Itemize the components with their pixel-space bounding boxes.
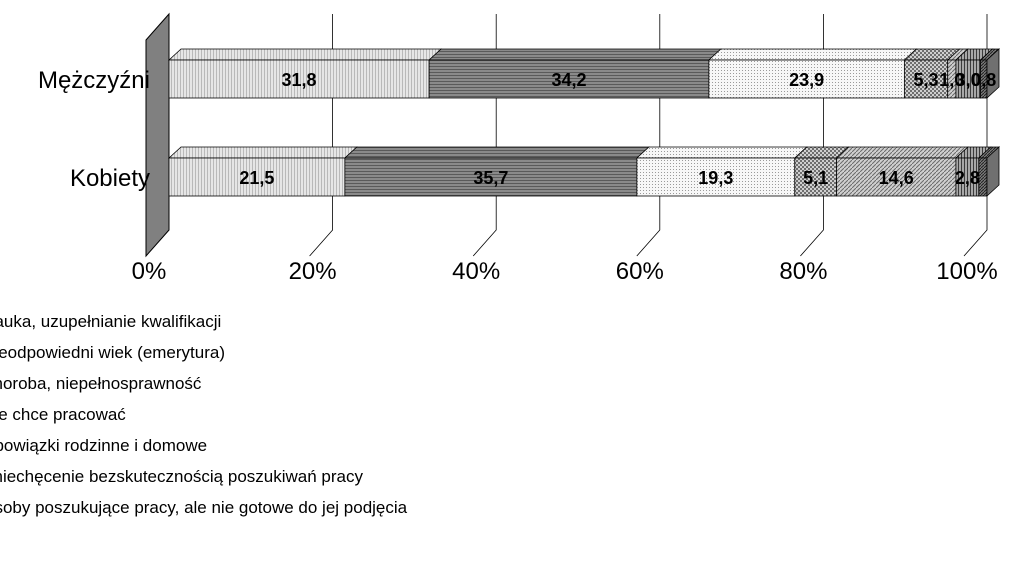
- bar: [708, 59, 905, 99]
- bar-segment: [979, 48, 1001, 99]
- data-label: 2,8: [955, 168, 980, 188]
- x-tick-label: 20%: [289, 258, 337, 285]
- data-label: 34,2: [551, 70, 586, 90]
- bar-segment: [903, 48, 961, 99]
- legend-label: obowiązki rodzinne i domowe: [0, 436, 208, 455]
- x-tick-label: 0%: [132, 258, 167, 285]
- bar: [344, 157, 638, 197]
- x-tick-label: 60%: [616, 258, 664, 285]
- bar-segment: [707, 48, 918, 99]
- legend-label: nieodpowiedni wiek (emerytura): [0, 343, 226, 362]
- bar: [794, 157, 837, 197]
- data-label: 0,8: [971, 70, 996, 90]
- data-label: 19,3: [698, 168, 733, 188]
- legend-label: osoby poszukujące pracy, ale nie gotowe …: [0, 498, 408, 517]
- category-label: Mężczyźni: [38, 67, 150, 94]
- legend-label: nie chce pracować: [0, 405, 126, 424]
- data-label: 23,9: [789, 70, 824, 90]
- legend-label: zniechęcenie bezskutecznością poszukiwań…: [0, 467, 363, 486]
- data-label: 14,6: [879, 168, 914, 188]
- data-label: 5,1: [803, 168, 828, 188]
- data-label: 1,0: [939, 70, 964, 90]
- bar-segment: [793, 146, 850, 197]
- chart-side-wall: [145, 12, 170, 258]
- bar: [903, 59, 949, 99]
- x-tick-label: 100%: [936, 258, 997, 285]
- bar: [955, 59, 981, 99]
- bar-segment: [343, 146, 650, 197]
- data-label: 35,7: [473, 168, 508, 188]
- bar-segment: [167, 146, 358, 197]
- x-tick-label: 40%: [452, 258, 500, 285]
- bar-segment: [428, 48, 722, 99]
- data-label: 3,0: [956, 70, 981, 90]
- legend-label: choroba, niepełnosprawność: [0, 374, 202, 393]
- data-label: 31,8: [282, 70, 317, 90]
- legend-label: nauka, uzupełnianie kwalifikacji: [0, 312, 222, 331]
- bar-segment: [835, 146, 969, 197]
- bar-segment: [954, 146, 992, 197]
- data-label: 21,5: [239, 168, 274, 188]
- x-tick-label: 80%: [779, 258, 827, 285]
- bar-segment: [977, 146, 1001, 197]
- bar: [978, 157, 988, 197]
- category-label: Kobiety: [70, 165, 150, 192]
- data-label: 5,3: [914, 70, 939, 90]
